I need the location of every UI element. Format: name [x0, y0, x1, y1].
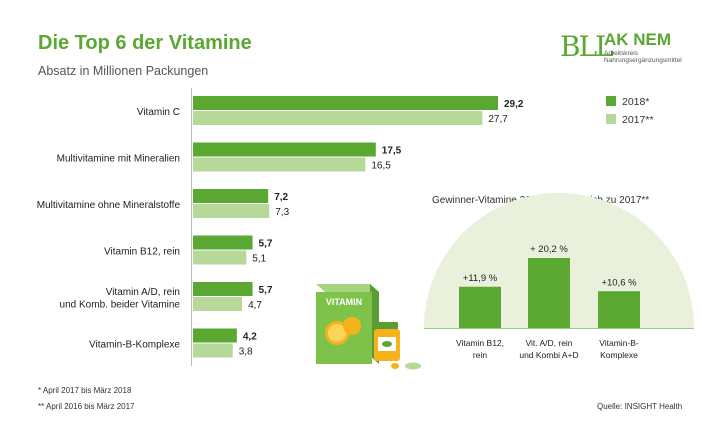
- legend-swatch-2017: [606, 114, 616, 124]
- category-label: Multivitamine mit Mineralien: [57, 154, 180, 165]
- data-label-2018: 5,7: [259, 239, 273, 250]
- data-label-2017: 3,8: [239, 347, 253, 358]
- tablet-icon: [391, 363, 399, 369]
- bar-2017: [193, 250, 247, 265]
- legend-2017: 2017**: [606, 114, 654, 126]
- capsule-icon: [405, 362, 421, 370]
- chart-subtitle: Absatz in Millionen Packungen: [38, 64, 209, 78]
- category-label: Multivitamine ohne Mineralstoffe: [37, 200, 181, 211]
- inset-bar: [528, 258, 570, 328]
- bar-2017: [193, 157, 366, 172]
- logo-mark: BLL: [560, 30, 614, 63]
- inset-data-label: + 20,2 %: [530, 244, 568, 255]
- chart-title: Die Top 6 der Vitamine: [38, 32, 252, 54]
- bar-2017: [193, 343, 233, 358]
- data-label-2018: 17,5: [382, 146, 402, 157]
- vitamin-box-label: VITAMIN: [326, 297, 362, 307]
- data-label-2018: 5,7: [259, 285, 273, 296]
- category-label: Vitamin A/D, rein: [106, 287, 180, 298]
- bar-2018: [193, 96, 498, 110]
- inset-bar: [598, 291, 640, 328]
- data-label-2017: 4,7: [248, 300, 262, 311]
- bar-2018: [193, 235, 253, 250]
- bar-2017: [193, 297, 243, 311]
- pill-bottle-cap-icon: [376, 322, 398, 329]
- data-label-2017: 27,7: [488, 114, 508, 125]
- bar-2017: [193, 111, 483, 125]
- logo-subline-2: Nahrungsergänzungsmittel: [604, 57, 682, 64]
- data-label-2017: 7,3: [275, 207, 289, 218]
- inset-category-label: Vit. A/D, rein: [525, 338, 572, 348]
- inset-bar: [459, 286, 501, 328]
- bar-2018: [193, 142, 376, 157]
- inset-data-label: +11,9 %: [463, 273, 498, 284]
- data-label-2017: 16,5: [371, 161, 391, 172]
- logo-subline-1: Arbeitskreis: [604, 50, 638, 57]
- inset-category-label: Vitamin-B-: [599, 338, 639, 348]
- data-label-2018: 29,2: [504, 99, 524, 110]
- footnote-2017: ** April 2016 bis März 2017: [38, 402, 135, 411]
- legend-label-2017: 2017**: [622, 114, 654, 126]
- bar-2018: [193, 328, 237, 343]
- inset-category-label: rein: [473, 350, 487, 360]
- data-label-2017: 5,1: [252, 254, 266, 265]
- orange-slice-icon: [328, 324, 346, 342]
- legend-2018: 2018*: [606, 96, 649, 108]
- bll-logo: BLL AK NEM Arbeitskreis Nahrungsergänzun…: [560, 30, 700, 66]
- inset-data-label: +10,6 %: [601, 277, 637, 288]
- legend-label-2018: 2018*: [622, 96, 650, 108]
- category-label: Vitamin-B-Komplexe: [89, 340, 180, 351]
- source-note: Quelle: INSIGHT Health: [597, 402, 683, 411]
- vitamin-box-top: [316, 284, 379, 292]
- bar-2018: [193, 189, 269, 203]
- bar-2018: [193, 282, 253, 296]
- inset-category-label: Komplexe: [600, 350, 638, 360]
- inset-category-label: Vitamin B12,: [456, 338, 504, 348]
- data-label-2018: 7,2: [274, 192, 288, 203]
- pill-icon: [382, 341, 392, 347]
- category-label: Vitamin B12, rein: [104, 247, 180, 258]
- logo-name: AK NEM: [604, 30, 672, 49]
- legend-swatch-2018: [606, 96, 616, 106]
- inset-category-label: und Kombi A+D: [519, 350, 578, 360]
- category-label: und Komb. beider Vitamine: [60, 299, 181, 310]
- footnote-2018: * April 2017 bis März 2018: [38, 386, 132, 395]
- category-label: Vitamin C: [137, 107, 180, 118]
- orange-icon: [343, 317, 361, 335]
- data-label-2018: 4,2: [243, 332, 257, 343]
- bar-2017: [193, 204, 270, 218]
